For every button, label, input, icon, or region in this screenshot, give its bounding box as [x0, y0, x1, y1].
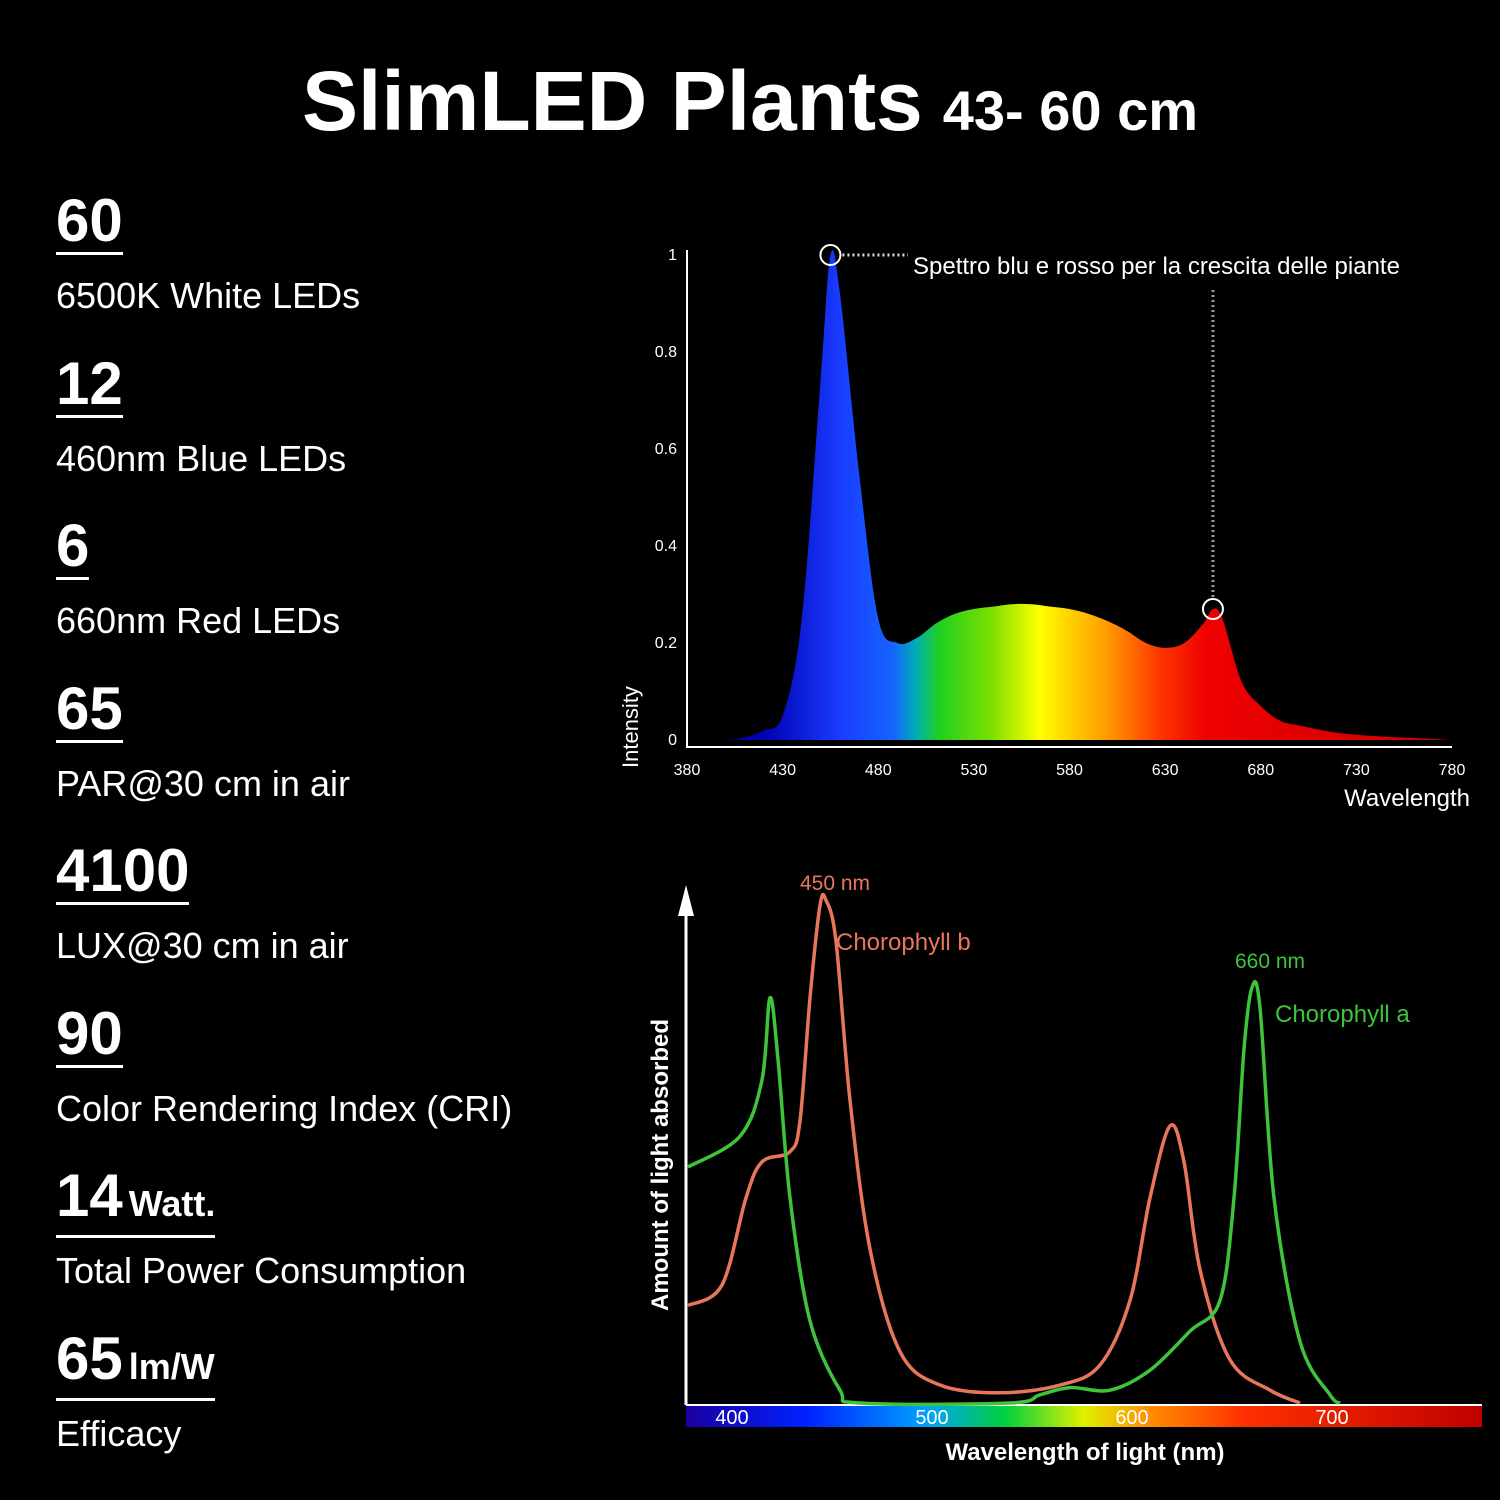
spec-label: Efficacy [56, 1412, 182, 1454]
x-tick-label: 400 [715, 1407, 748, 1429]
peak-label: 450 nm [800, 872, 870, 895]
x-tick-label: 380 [674, 762, 701, 779]
spec-value: 60 [56, 187, 123, 254]
x-tick-label: 430 [769, 762, 796, 779]
y-tick-label: 1 [668, 247, 677, 264]
spectrum-area [687, 250, 1452, 741]
spec-number: 4100 [56, 837, 190, 905]
y-tick-label: 0.4 [655, 538, 677, 555]
spec-number: 65 lm/W [56, 1324, 215, 1401]
spec-number: 6 [56, 512, 90, 580]
peak-marker [1201, 598, 1224, 621]
spec-label: Total Power Consumption [56, 1250, 467, 1291]
x-axis-label: Wavelength [1344, 785, 1470, 812]
x-tick-label: 630 [1152, 762, 1179, 779]
spec-number: 12 [56, 349, 123, 418]
spec-value: 90 [56, 999, 123, 1067]
x-tick-label: 680 [1247, 762, 1274, 779]
spec-unit: lm/W [128, 1345, 215, 1387]
x-tick-label: 500 [915, 1407, 948, 1429]
title: SlimLED Plants 43- 60 cm [302, 54, 1198, 148]
y-axis-arrow [678, 885, 694, 916]
spec-value: 65 [56, 1324, 123, 1392]
x-tick-label: 480 [865, 762, 892, 779]
y-tick-label: 0.8 [655, 344, 677, 361]
x-tick-label: 530 [961, 762, 988, 779]
spec-number: 60 [56, 190, 123, 255]
y-tick-label: 0 [668, 732, 677, 749]
spec-label: PAR@30 cm in air [56, 762, 350, 804]
spec-value: 65 [56, 674, 123, 742]
peak-marker [819, 244, 842, 266]
spec-label: 6500K White LEDs [56, 275, 361, 316]
spec-unit: Watt. [128, 1183, 216, 1224]
y-axis-label: Intensity [618, 686, 643, 768]
spec-value: 6 [56, 512, 90, 579]
x-tick-label: 600 [1115, 1407, 1148, 1429]
spec-label: 660nm Red LEDs [56, 600, 341, 641]
title-size: 43- 60 cm [943, 79, 1198, 142]
x-tick-label: 700 [1315, 1407, 1348, 1429]
spec-value: 14 [56, 1162, 123, 1229]
x-tick-label: 730 [1343, 762, 1370, 779]
series-label: Chorophyll b [836, 929, 971, 956]
wavelength-bar [686, 1405, 1482, 1427]
peak-label: 660 nm [1235, 950, 1305, 973]
spec-number: 90 [56, 999, 123, 1068]
x-tick-label: 580 [1056, 762, 1083, 779]
x-tick-label: 780 [1439, 762, 1466, 779]
absorption-line [687, 892, 1301, 1405]
title-main: SlimLED Plants [302, 54, 923, 148]
spec-value: 12 [56, 349, 123, 417]
spec-number: 65 [56, 674, 123, 743]
absorption-line [687, 979, 1342, 1407]
annotation: Spettro blu e rosso per la crescita dell… [913, 253, 1400, 280]
spec-number: 14 Watt. [56, 1162, 216, 1238]
spec-label: Color Rendering Index (CRI) [56, 1087, 513, 1129]
x-axis-label: Wavelength of light (nm) [945, 1439, 1224, 1466]
y-axis-label: Amount of light absorbed [647, 1019, 674, 1311]
y-tick-label: 0.6 [655, 441, 677, 458]
spec-label: LUX@30 cm in air [56, 925, 349, 966]
spec-label: 460nm Blue LEDs [56, 437, 347, 479]
y-tick-label: 0.2 [655, 635, 677, 652]
series-label: Chorophyll a [1275, 1001, 1410, 1028]
spec-value: 4100 [56, 837, 190, 904]
